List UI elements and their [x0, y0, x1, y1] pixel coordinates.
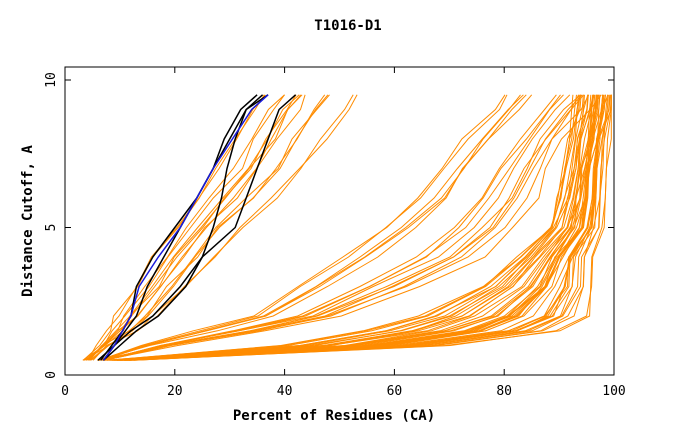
- model-curve: [104, 94, 564, 361]
- model-curve: [98, 94, 527, 361]
- model-curve: [98, 94, 508, 361]
- model-curve: [120, 94, 599, 361]
- model-curve: [114, 94, 585, 361]
- model-curve: [122, 94, 601, 361]
- y-axis-ticks: 0 5 10: [44, 72, 614, 379]
- model-curve: [116, 94, 598, 361]
- x-tick-label: 40: [277, 384, 293, 399]
- model-curve: [112, 94, 581, 361]
- model-curve: [116, 94, 595, 361]
- model-curve: [88, 94, 330, 361]
- y-tick-label: 0: [44, 371, 59, 379]
- x-tick-label: 60: [387, 384, 403, 399]
- model-curve: [129, 94, 609, 361]
- model-curve: [109, 94, 579, 361]
- highlight-curve-model-a: [102, 94, 269, 361]
- model-curve: [117, 94, 594, 361]
- x-axis-label: Percent of Residues (CA): [233, 408, 435, 424]
- model-curve: [128, 94, 611, 361]
- model-curve: [82, 94, 265, 361]
- model-curve: [99, 94, 585, 361]
- model-curve: [124, 94, 611, 361]
- plot-frame: [64, 66, 615, 376]
- x-tick-label: 20: [167, 384, 183, 399]
- model-curve: [127, 94, 604, 361]
- model-curve: [97, 94, 533, 361]
- highlight-lines: [97, 94, 297, 361]
- x-tick-label: 80: [496, 384, 512, 399]
- model-curve: [120, 94, 601, 361]
- chart-title: T1016-D1: [314, 18, 381, 34]
- model-curve: [128, 94, 604, 361]
- model-curve: [117, 94, 600, 361]
- model-curve: [116, 94, 592, 361]
- highlight-curve-model-d: [97, 94, 297, 361]
- model-curve: [128, 94, 612, 361]
- highlight-curve-model-c: [102, 94, 264, 361]
- model-curve: [103, 94, 561, 361]
- model-curve: [111, 94, 574, 361]
- model-curve: [123, 94, 604, 361]
- model-curve: [123, 94, 609, 361]
- model-curve: [102, 94, 602, 361]
- model-curve: [120, 94, 598, 361]
- model-curve: [124, 94, 607, 361]
- model-curve: [111, 94, 589, 361]
- x-tick-label: 100: [602, 384, 625, 399]
- model-curve: [82, 94, 306, 361]
- model-curve: [92, 94, 354, 361]
- model-curve: [104, 94, 583, 361]
- model-curve: [87, 94, 285, 361]
- model-curve: [112, 94, 589, 361]
- highlight-curve-model-blue: [102, 94, 269, 361]
- model-curve: [88, 94, 297, 361]
- y-tick-label: 10: [44, 72, 59, 88]
- model-curve: [133, 94, 612, 361]
- model-curve: [99, 94, 506, 361]
- model-curve: [116, 94, 599, 361]
- plot-lines: [82, 94, 612, 361]
- model-curve: [113, 94, 589, 361]
- model-curve: [99, 94, 580, 361]
- model-curve: [124, 94, 605, 361]
- x-tick-label: 0: [61, 384, 69, 399]
- x-axis-ticks: 0 20 40 60 80 100: [61, 67, 626, 399]
- model-curve: [116, 94, 589, 361]
- y-tick-label: 5: [44, 224, 59, 232]
- y-axis-label: Distance Cutoff, A: [20, 145, 36, 297]
- model-curve: [124, 94, 597, 361]
